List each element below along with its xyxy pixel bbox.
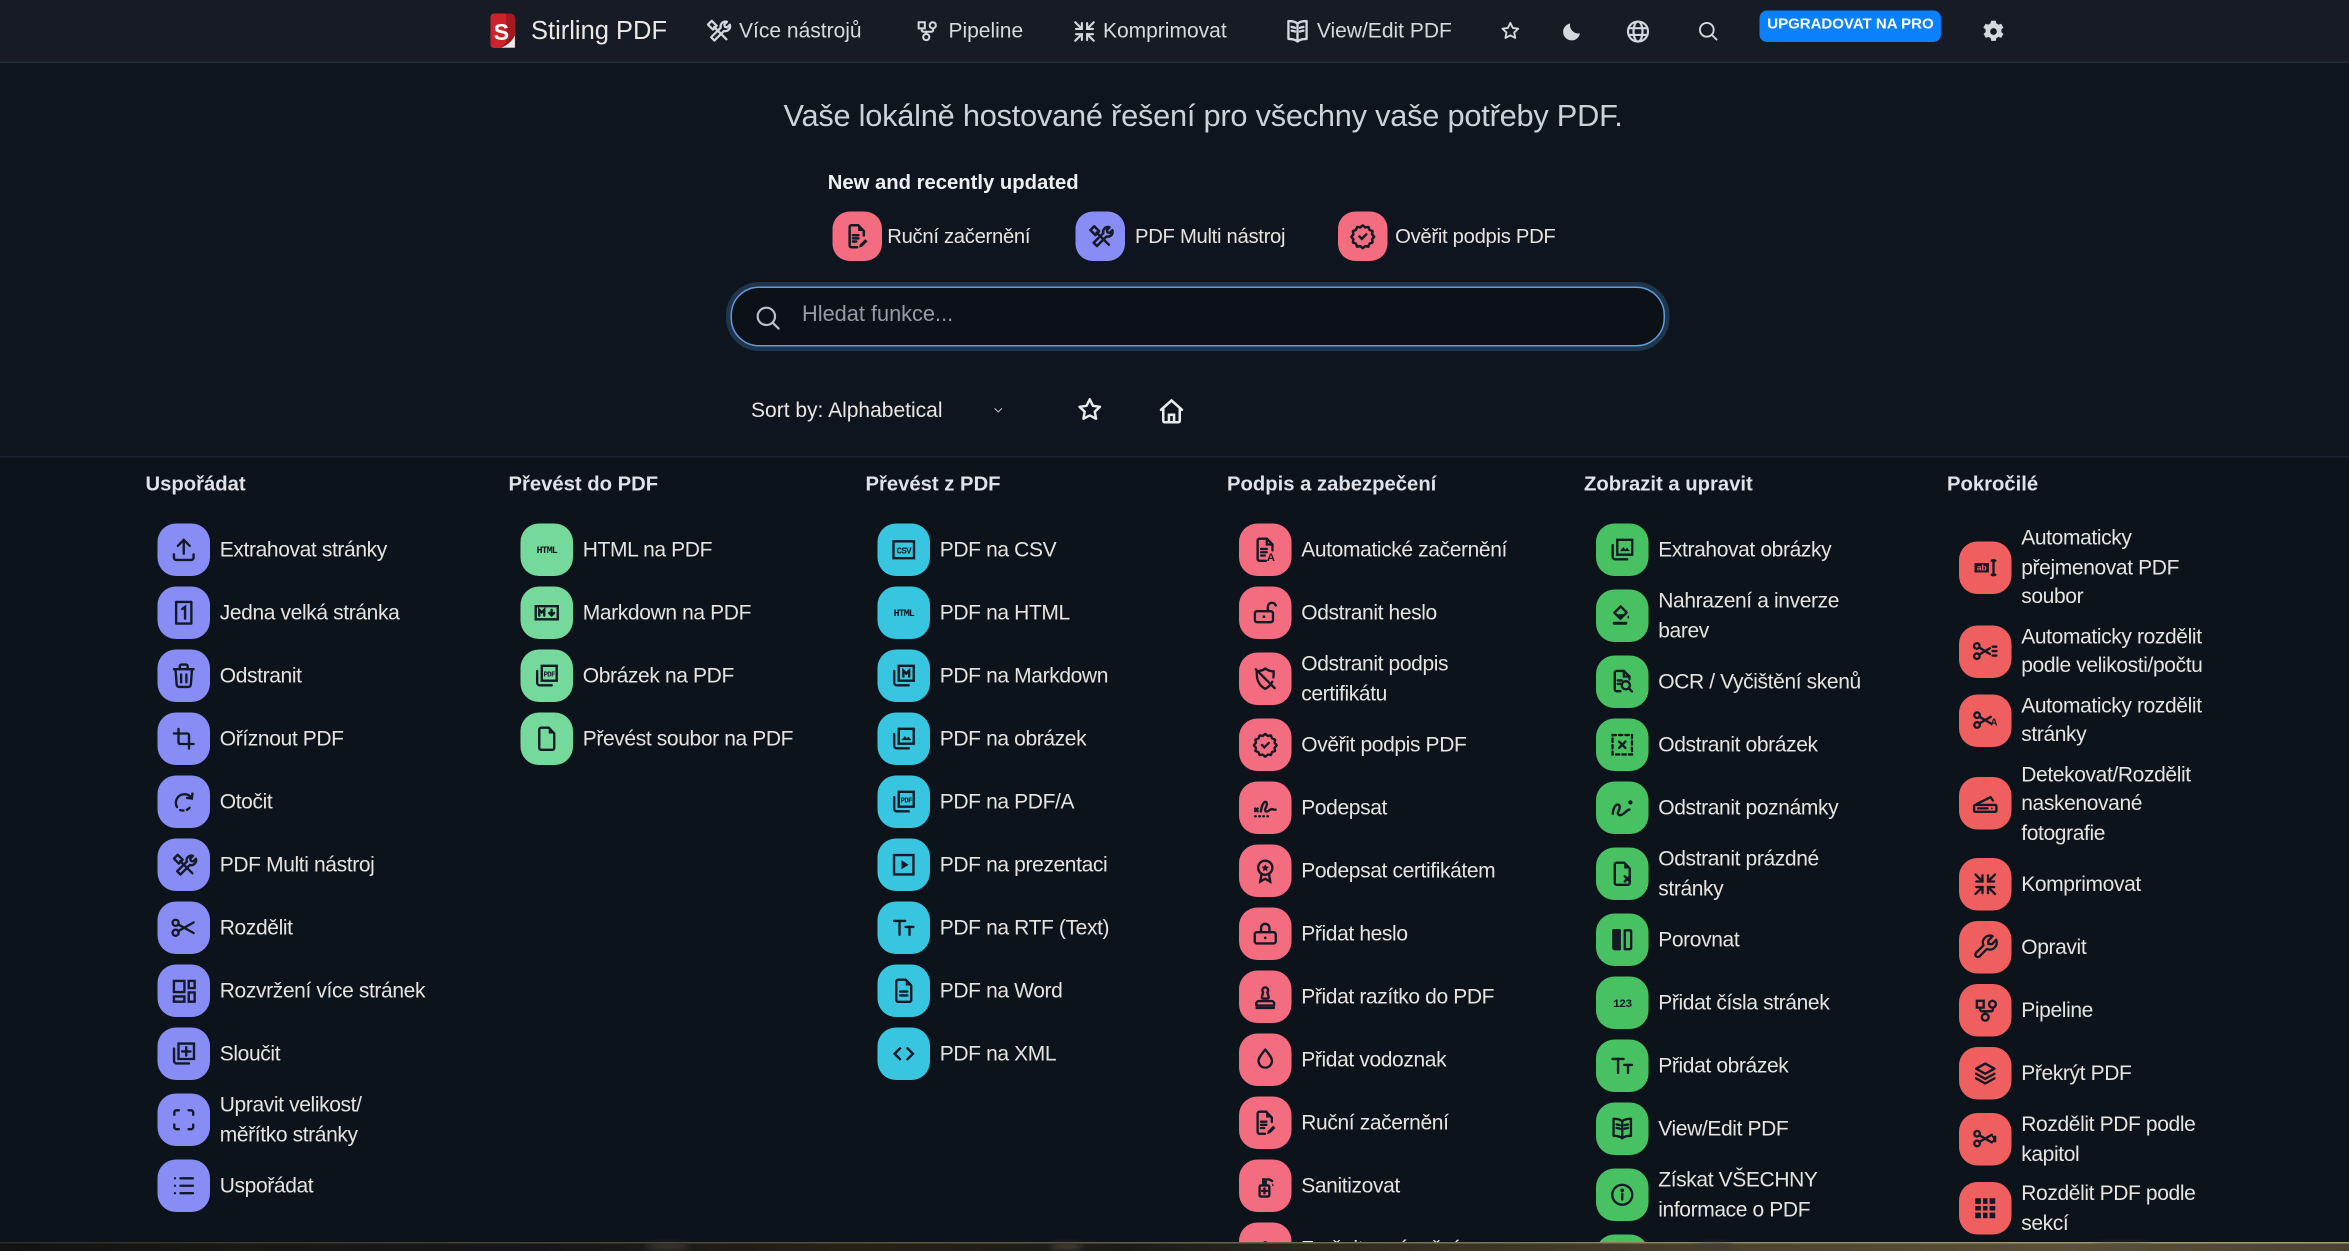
svg-text:S: S [493, 19, 509, 45]
